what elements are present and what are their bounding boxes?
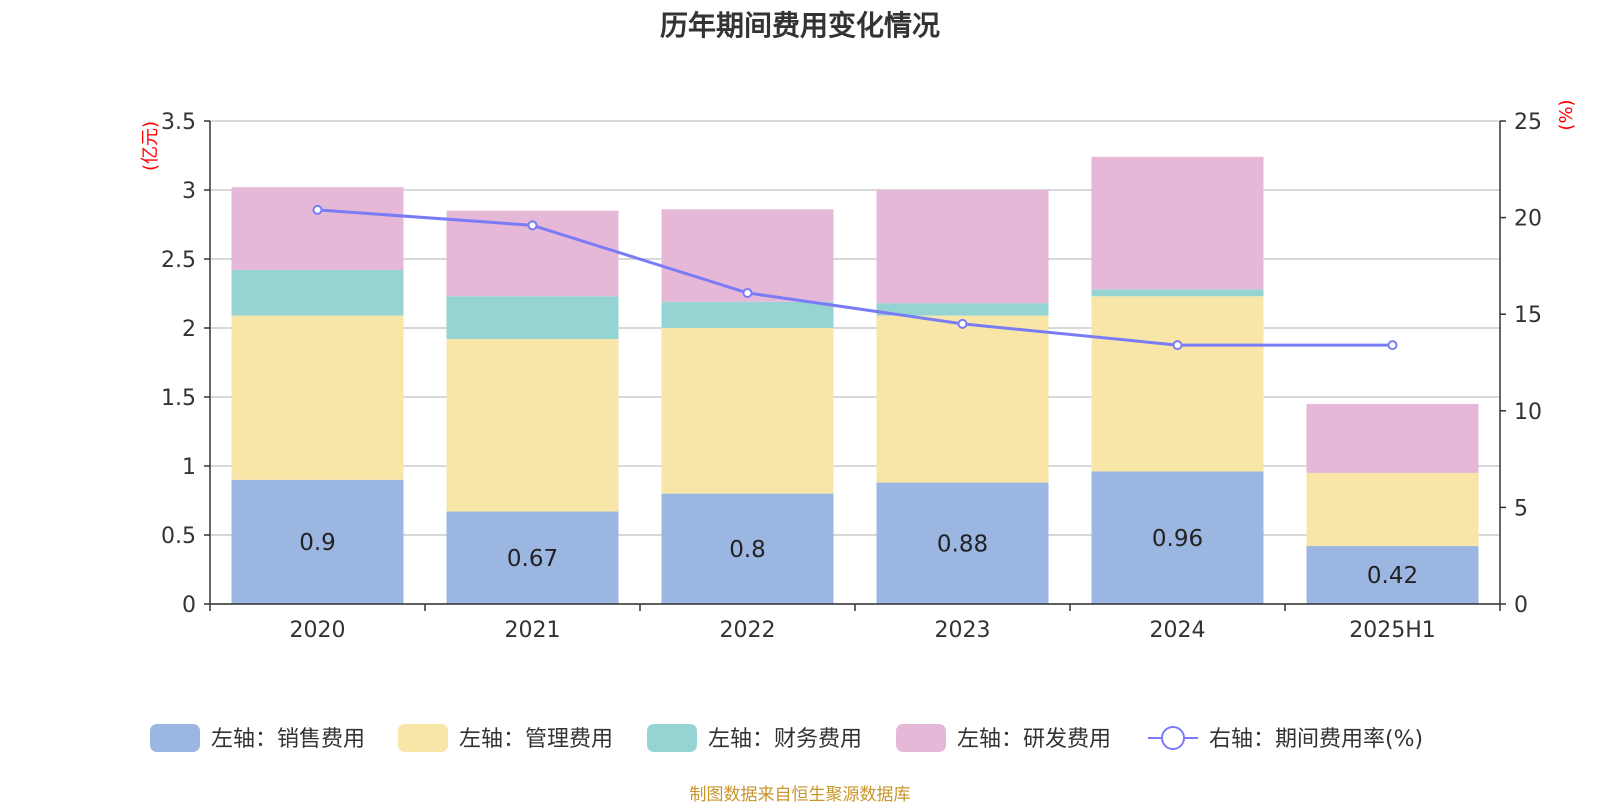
right-axis-tick-label: 15 xyxy=(1514,303,1542,328)
x-axis-tick-label: 2023 xyxy=(935,618,991,643)
bar-finance xyxy=(876,303,1049,316)
legend-swatch-rnd xyxy=(896,724,946,752)
bar-admin xyxy=(661,328,834,494)
bar-sales xyxy=(1091,471,1264,604)
bar-sales xyxy=(231,479,404,604)
bar-admin xyxy=(446,339,619,512)
bar-admin xyxy=(231,315,404,480)
rate-point xyxy=(1387,340,1398,351)
left-axis-tick-label: 0.5 xyxy=(161,524,196,549)
rate-point xyxy=(742,287,753,298)
bar-rnd xyxy=(876,190,1049,304)
bar-admin xyxy=(876,315,1049,483)
left-axis-tick-label: 2.5 xyxy=(161,248,196,273)
left-axis-unit: (亿元) xyxy=(140,121,161,171)
rate-point xyxy=(312,204,323,215)
x-axis-tick-label: 2025H1 xyxy=(1349,618,1436,643)
bar-sales xyxy=(876,482,1049,604)
left-axis-tick-label: 1 xyxy=(182,455,196,480)
left-axis-tick-label: 2 xyxy=(182,317,196,342)
left-axis-tick-label: 3 xyxy=(182,179,196,204)
bar-rnd xyxy=(1306,403,1479,473)
x-axis-tick-label: 2024 xyxy=(1150,618,1206,643)
legend-label-sales: 左轴：销售费用 xyxy=(211,727,365,752)
x-axis-tick-label: 2020 xyxy=(290,618,346,643)
bar-finance xyxy=(661,301,834,328)
legend: 左轴：销售费用 左轴：管理费用 左轴：财务费用 左轴：研发费用 右轴：期间费用率(%) xyxy=(150,724,1423,752)
legend-label-finance: 左轴：财务费用 xyxy=(708,727,862,752)
bar-finance xyxy=(1091,289,1264,297)
left-axis-tick-label: 3.5 xyxy=(161,110,196,135)
bar-sales xyxy=(446,511,619,604)
sales-data-label: 0.42 xyxy=(1367,563,1418,589)
sales-data-label: 0.88 xyxy=(937,531,988,557)
right-axis-tick-label: 0 xyxy=(1514,593,1528,618)
rate-point xyxy=(1172,340,1183,351)
bar-finance xyxy=(446,296,619,340)
left-axis-tick-label: 1.5 xyxy=(161,386,196,411)
bar-rnd xyxy=(1091,156,1264,290)
source-note: 制图数据来自恒生聚源数据库 xyxy=(689,785,911,805)
legend-swatch-rate-marker xyxy=(1161,726,1185,750)
axes: 0 0.5 1 1.5 2 2.5 3 3.5 0 5 10 15 20 25 2020 2021 2022 20… xyxy=(140,99,1577,643)
bar-sales xyxy=(1306,546,1479,604)
rate-point xyxy=(527,220,538,231)
bar-admin xyxy=(1306,472,1479,547)
legend-label-rate: 右轴：期间费用率(%) xyxy=(1209,727,1423,752)
sales-data-label: 0.96 xyxy=(1152,526,1203,552)
bar-admin xyxy=(1091,296,1264,472)
sales-data-label: 0.8 xyxy=(729,537,766,563)
legend-label-rnd: 左轴：研发费用 xyxy=(957,727,1111,752)
legend-swatch-finance xyxy=(647,724,697,752)
rate-line xyxy=(312,204,1398,351)
rate-line-path xyxy=(317,208,1393,347)
legend-swatch-sales xyxy=(150,724,200,752)
sales-data-label: 0.67 xyxy=(507,546,558,572)
x-axis-tick-label: 2021 xyxy=(505,618,561,643)
right-axis-tick-label: 25 xyxy=(1514,110,1542,135)
data-labels: 0.9 0.67 0.8 0.88 0.96 0.42 xyxy=(299,526,1418,589)
chart-title: 历年期间费用变化情况 xyxy=(659,9,940,42)
bar-sales xyxy=(661,493,834,604)
x-axis-tick-label: 2022 xyxy=(720,618,776,643)
bars xyxy=(231,156,1479,604)
left-axis-tick-label: 0 xyxy=(182,593,196,618)
bar-rnd xyxy=(231,187,404,271)
right-axis-unit: (%) xyxy=(1556,99,1577,130)
right-axis-tick-label: 5 xyxy=(1514,496,1528,521)
legend-swatch-admin xyxy=(398,724,448,752)
sales-data-label: 0.9 xyxy=(299,530,336,556)
bar-rnd xyxy=(661,209,834,302)
right-axis-tick-label: 10 xyxy=(1514,400,1542,425)
right-axis-tick-label: 20 xyxy=(1514,207,1542,232)
rate-point xyxy=(957,318,968,329)
bar-finance xyxy=(231,270,404,316)
legend-label-admin: 左轴：管理费用 xyxy=(459,727,613,752)
